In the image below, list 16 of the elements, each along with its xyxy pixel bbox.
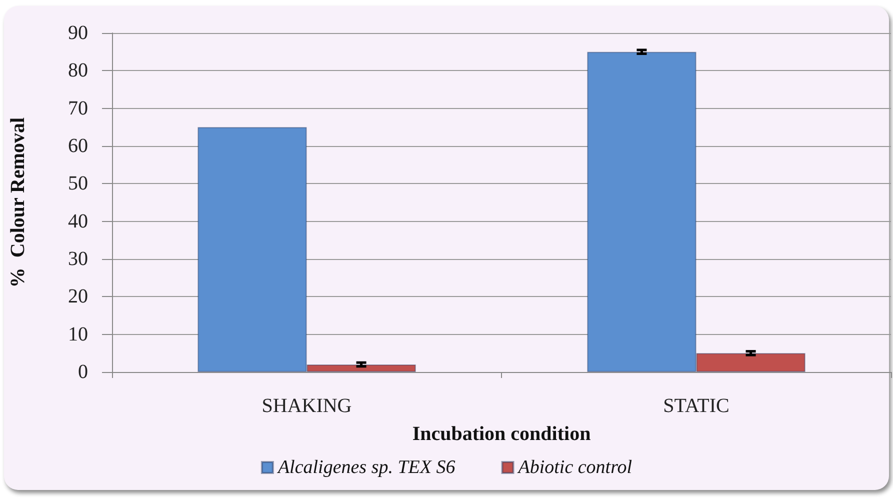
y-tick-label: 80 xyxy=(68,60,88,82)
y-tick-label: 70 xyxy=(68,97,88,120)
legend-label: Alcaligenes sp. TEX S6 xyxy=(276,457,456,478)
y-tick-label: 90 xyxy=(68,22,88,44)
y-tick-label: 60 xyxy=(68,135,88,157)
x-tick-label: SHAKING xyxy=(262,395,352,417)
y-tick-label: 0 xyxy=(78,361,88,383)
x-tick-label: STATIC xyxy=(663,395,730,417)
y-axis-title: % Colour Removal xyxy=(7,116,29,288)
y-tick-label: 20 xyxy=(68,286,88,308)
y-tick-label: 50 xyxy=(68,172,88,195)
x-axis-title: Incubation condition xyxy=(412,423,591,445)
y-tick-label: 30 xyxy=(68,248,88,270)
y-tick-label: 10 xyxy=(68,323,88,346)
y-tick-label: 40 xyxy=(68,210,88,232)
legend-label: Abiotic control xyxy=(516,457,632,478)
